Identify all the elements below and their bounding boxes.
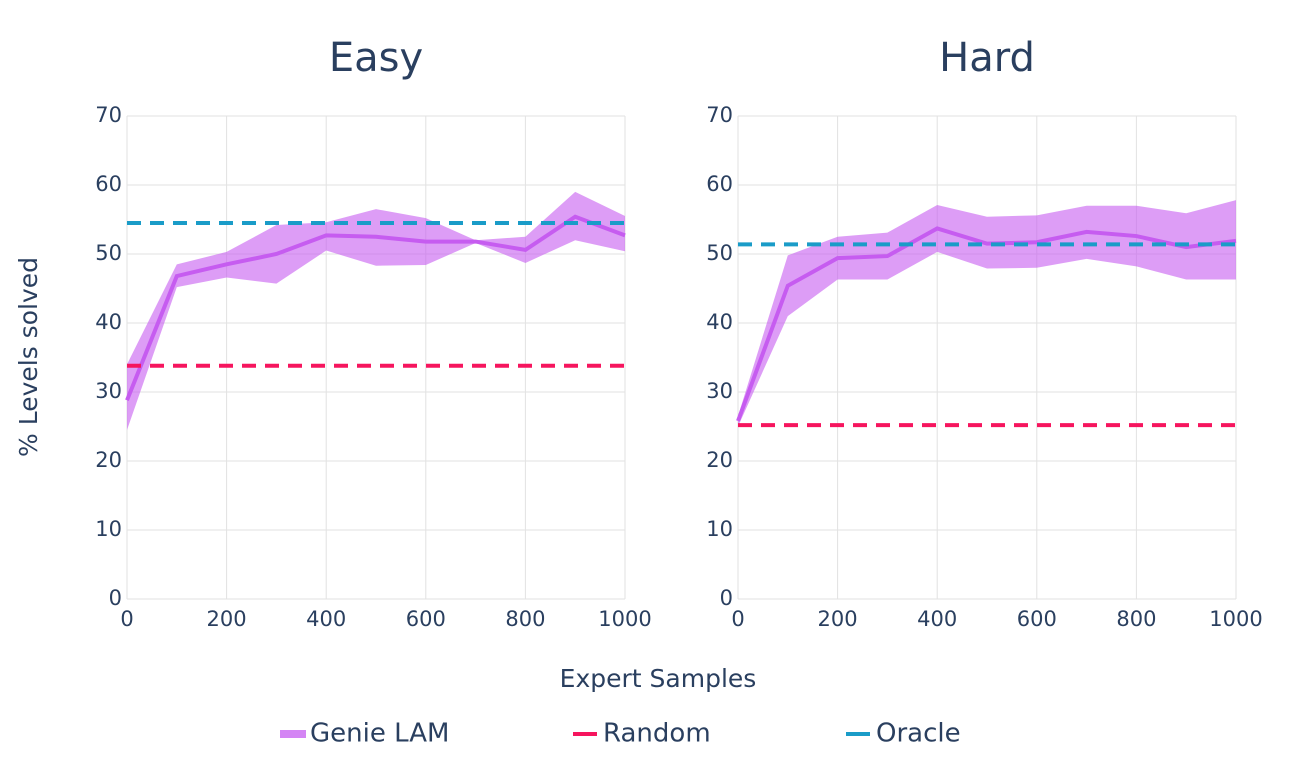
subplot-title: Hard (939, 35, 1035, 81)
y-tick-label: 60 (95, 172, 122, 196)
y-axis-title: % Levels solved (14, 257, 43, 457)
y-tick-label: 10 (706, 517, 733, 541)
x-axis-title: Expert Samples (560, 664, 757, 693)
subplot-title: Easy (329, 35, 423, 81)
y-tick-label: 60 (706, 172, 733, 196)
y-tick-label: 30 (706, 379, 733, 403)
x-tick-label: 800 (1116, 607, 1156, 631)
y-tick-label: 0 (109, 586, 122, 610)
y-tick-label: 40 (706, 310, 733, 334)
y-tick-label: 50 (706, 241, 733, 265)
error-band (738, 200, 1236, 427)
legend-label: Oracle (876, 719, 961, 749)
y-tick-label: 50 (95, 241, 122, 265)
x-tick-label: 400 (917, 607, 957, 631)
line (125, 214, 626, 402)
y-tick-label: 40 (95, 310, 122, 334)
x-tick-label: 1000 (1209, 607, 1262, 631)
x-tick-label: 0 (120, 607, 133, 631)
line (736, 226, 1237, 422)
y-tick-label: 70 (706, 103, 733, 127)
y-tick-label: 20 (95, 448, 122, 472)
y-tick-label: 0 (720, 586, 733, 610)
x-tick-label: 400 (306, 607, 346, 631)
legend-label: Genie LAM (310, 719, 449, 749)
error-band (127, 191, 625, 430)
y-tick-label: 70 (95, 103, 122, 127)
x-tick-label: 1000 (598, 607, 651, 631)
x-tick-label: 600 (1017, 607, 1057, 631)
y-tick-label: 30 (95, 379, 122, 403)
x-tick-label: 600 (406, 607, 446, 631)
y-tick-label: 20 (706, 448, 733, 472)
y-tick-label: 10 (95, 517, 122, 541)
x-tick-label: 800 (505, 607, 545, 631)
legend-label: Random (603, 719, 711, 749)
x-tick-label: 200 (818, 607, 858, 631)
x-tick-label: 0 (731, 607, 744, 631)
x-tick-label: 200 (207, 607, 247, 631)
